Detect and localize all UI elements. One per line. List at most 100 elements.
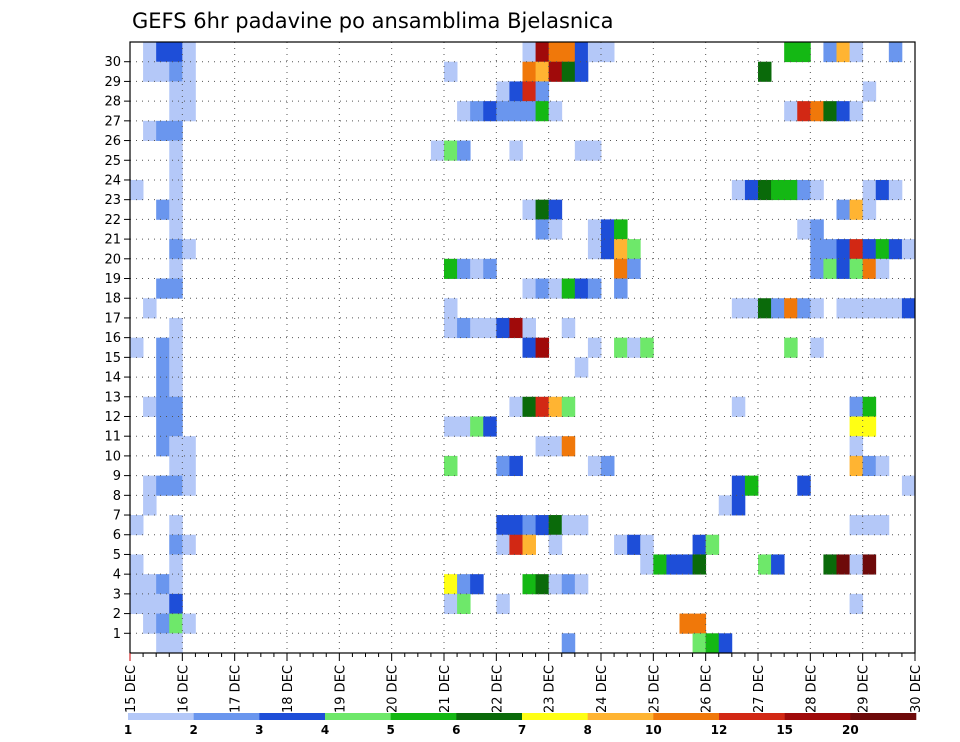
x-tick-label: 22 DEC	[490, 665, 505, 713]
heatmap-cell	[457, 317, 471, 339]
heatmap-cell	[156, 357, 170, 378]
heatmap-cell	[156, 613, 170, 634]
x-tick-label: 23 DEC	[543, 665, 558, 713]
heatmap-cell	[744, 475, 759, 496]
heatmap-cell	[548, 42, 576, 63]
colorbar-swatch	[522, 713, 588, 720]
heatmap-cell	[535, 101, 550, 122]
heatmap-cell	[509, 396, 523, 417]
heatmap-cell	[718, 633, 733, 654]
heatmap-cell	[810, 179, 824, 201]
heatmap-cell	[169, 515, 183, 536]
heatmap-cell	[169, 81, 196, 102]
heatmap-cell	[156, 396, 183, 417]
heatmap-cell	[797, 298, 811, 319]
y-tick-label: 24	[104, 173, 121, 188]
y-tick-label: 9	[113, 469, 121, 484]
y-tick-label: 19	[104, 272, 121, 287]
heatmap-cell	[627, 534, 641, 555]
colorbar-swatch	[850, 713, 917, 720]
heatmap-cell	[169, 574, 183, 595]
x-tick-label: 18 DEC	[281, 665, 296, 713]
heatmap-cell	[823, 258, 837, 279]
heatmap-cell	[561, 515, 589, 536]
heatmap-cell	[535, 396, 550, 417]
heatmap-cell	[470, 101, 484, 122]
heatmap-cell	[470, 317, 497, 339]
heatmap-cell	[548, 61, 563, 82]
heatmap-cell	[836, 298, 890, 319]
heatmap-cell	[587, 239, 602, 260]
heatmap-cell	[849, 101, 864, 122]
heatmap-cell	[810, 101, 824, 122]
colorbar-swatch	[784, 713, 851, 720]
heatmap-cell	[444, 317, 458, 339]
y-tick-label: 28	[104, 95, 121, 110]
colorbar-label: 20	[842, 723, 859, 737]
heatmap-cell	[849, 455, 864, 477]
y-axis: 1234567891011121314151617181920212223242…	[104, 55, 130, 642]
heatmap-cell	[561, 278, 576, 299]
heatmap-cell	[130, 554, 144, 575]
heatmap-cell	[784, 337, 798, 358]
heatmap-cell	[169, 61, 183, 82]
heatmap-cell	[169, 258, 183, 279]
heatmap-cell	[666, 554, 680, 575]
heatmap-cell	[457, 101, 471, 122]
heatmap-cell	[758, 179, 772, 201]
heatmap-cell	[836, 42, 850, 63]
heatmap-cell	[627, 239, 641, 260]
heatmap-cell	[731, 495, 746, 516]
x-tick-label: 25 DEC	[647, 665, 662, 713]
x-tick-label: 20 DEC	[386, 665, 401, 713]
heatmap-cell	[169, 199, 183, 220]
y-tick-label: 18	[104, 292, 121, 307]
heatmap-cell	[169, 554, 183, 575]
y-tick-label: 11	[104, 430, 121, 445]
colorbar-swatch	[259, 713, 326, 720]
heatmap-cell	[143, 120, 157, 141]
y-tick-label: 8	[113, 489, 121, 504]
heatmap-cell	[679, 554, 693, 575]
heatmap-cell	[862, 455, 877, 477]
heatmap-cell	[810, 337, 824, 358]
heatmap-cell	[797, 101, 811, 122]
y-tick-label: 2	[113, 607, 121, 622]
heatmap-cells	[130, 42, 916, 654]
heatmap-cell	[130, 574, 157, 595]
heatmap-cell	[574, 42, 589, 63]
colorbar-swatch	[193, 713, 260, 720]
colorbar-swatch	[653, 713, 720, 720]
heatmap-cell	[156, 278, 183, 299]
heatmap-cell	[156, 633, 183, 654]
heatmap-cell	[888, 42, 903, 63]
heatmap-cell	[614, 258, 628, 279]
heatmap-cell	[143, 613, 157, 634]
heatmap-cell	[143, 495, 157, 516]
heatmap-cell	[509, 140, 523, 161]
heatmap-cell	[548, 199, 563, 220]
heatmap-cell	[522, 574, 536, 595]
heatmap-cell	[888, 239, 903, 260]
heatmap-cell	[496, 101, 536, 122]
heatmap-cell	[810, 219, 824, 240]
heatmap-cell	[574, 278, 589, 299]
y-tick-label: 27	[104, 114, 121, 129]
heatmap-cell	[587, 337, 602, 358]
heatmap-cell	[771, 179, 798, 201]
heatmap-cell	[548, 278, 563, 299]
heatmap-cell	[457, 140, 471, 161]
heatmap-cell	[640, 534, 654, 555]
y-tick-label: 13	[104, 390, 121, 405]
heatmap-cell	[522, 317, 536, 339]
heatmap-cell	[130, 593, 170, 614]
heatmap-cell	[156, 42, 183, 63]
heatmap-cell	[692, 554, 707, 575]
heatmap-cell	[535, 81, 550, 102]
heatmap-cell	[548, 574, 563, 595]
heatmap-cell	[535, 199, 550, 220]
heatmap-cell	[758, 61, 772, 82]
heatmap-cell	[444, 416, 471, 437]
heatmap-cell	[169, 593, 183, 614]
heatmap-cell	[784, 42, 811, 63]
